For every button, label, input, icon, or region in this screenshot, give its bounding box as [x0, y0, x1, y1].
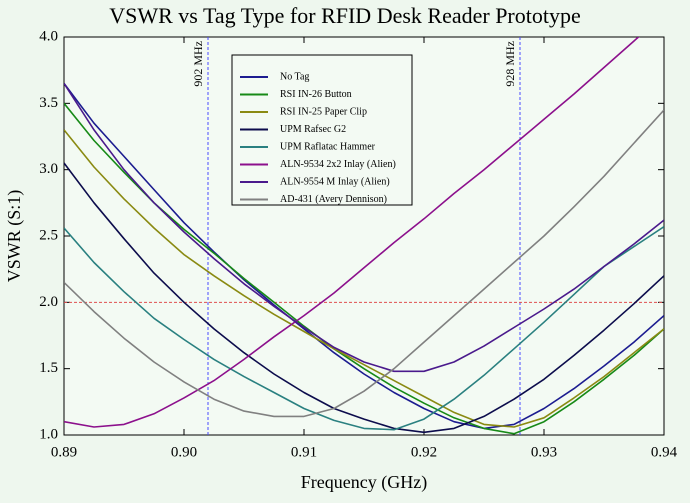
- legend-label: UPM Raflatac Hammer: [280, 141, 376, 152]
- y-tick-label: 3.5: [39, 95, 58, 111]
- x-tick-label: 0.90: [171, 444, 197, 460]
- chart-title: VSWR vs Tag Type for RFID Desk Reader Pr…: [109, 3, 581, 28]
- y-tick-label: 2.0: [39, 294, 58, 310]
- legend-label: RSI IN-25 Paper Clip: [280, 106, 367, 117]
- series-line: [64, 226, 664, 431]
- reference-label: 902 MHz: [191, 41, 205, 87]
- y-tick-label: 2.5: [39, 227, 58, 243]
- series-line: [64, 82, 664, 430]
- x-tick-label: 0.89: [51, 444, 77, 460]
- x-tick-label: 0.94: [651, 444, 678, 460]
- series-line: [64, 37, 640, 428]
- legend-label: RSI IN-26 Button: [280, 89, 352, 100]
- series-line: [64, 109, 664, 418]
- x-tick-label: 0.91: [291, 444, 317, 460]
- y-axis-label: VSWR (S:1): [4, 190, 25, 283]
- x-tick-label: 0.93: [531, 444, 557, 460]
- x-tick-label: 0.92: [411, 444, 437, 460]
- legend-label: ALN-9534 2x2 Inlay (Alien): [280, 159, 396, 170]
- y-tick-label: 3.0: [39, 161, 58, 177]
- legend-label: UPM Rafsec G2: [280, 124, 346, 135]
- y-tick-label: 4.0: [39, 28, 58, 44]
- legend-label: ALN-9554 M Inlay (Alien): [280, 176, 390, 187]
- reference-label: 928 MHz: [503, 41, 517, 87]
- y-tick-label: 1.5: [39, 360, 58, 376]
- x-axis-label: Frequency (GHz): [301, 472, 427, 493]
- series-line: [64, 129, 664, 428]
- series-line: [64, 162, 664, 434]
- series-line: [64, 82, 664, 373]
- y-tick-label: 1.0: [39, 426, 58, 442]
- legend-label: No Tag: [280, 71, 309, 82]
- legend-label: AD-431 (Avery Dennison): [280, 194, 387, 205]
- plot-lines: [64, 37, 664, 435]
